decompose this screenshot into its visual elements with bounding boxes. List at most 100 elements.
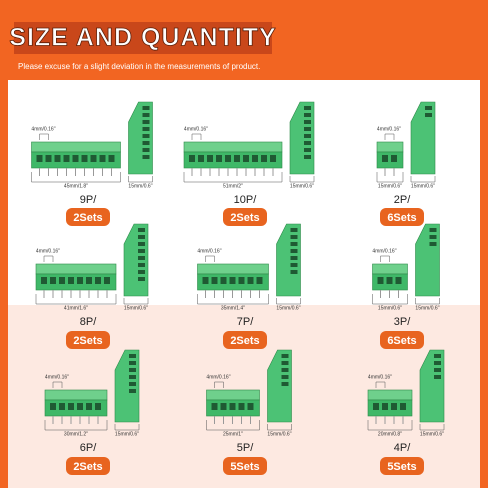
height-line <box>114 424 140 431</box>
sets-label: 5Sets <box>230 461 259 473</box>
pin-count: 5P/ <box>237 442 254 454</box>
title-box <box>14 22 272 54</box>
screw-slot <box>270 155 276 162</box>
screw-slot <box>68 277 74 284</box>
screw-slot <box>395 277 402 284</box>
pitch-label: 4mm/0.16'' <box>45 374 69 380</box>
width-line <box>35 294 117 305</box>
side-slot <box>281 382 289 386</box>
width-line <box>372 294 408 305</box>
sets-label: 2Sets <box>73 212 102 224</box>
screw-slot <box>243 155 249 162</box>
sets-pill <box>380 331 424 349</box>
side-slot <box>281 361 289 365</box>
screw-slot <box>256 277 263 284</box>
side-slot <box>129 368 136 372</box>
side-slot <box>138 277 145 281</box>
screw-slot <box>229 277 236 284</box>
side-slot <box>142 127 150 131</box>
pitch-label: 4mm/0.16'' <box>184 126 208 132</box>
screw-slot <box>261 155 267 162</box>
pitch-bracket <box>191 133 202 140</box>
width-line <box>183 172 283 183</box>
width-line <box>376 172 404 183</box>
side-slot <box>129 375 136 379</box>
height-label: 15mm/0.6'' <box>267 431 291 437</box>
sets-pill <box>66 331 110 349</box>
screw-slot <box>220 277 227 284</box>
side-slot <box>429 228 437 232</box>
width-line <box>197 294 269 305</box>
width-label: 15mm/0.6'' <box>378 305 402 311</box>
pitch-label: 4mm/0.16'' <box>206 374 230 380</box>
side-slot <box>290 256 298 260</box>
screw-slot <box>189 155 195 162</box>
screw-slot <box>99 155 106 162</box>
side-slot <box>304 141 311 145</box>
width-label: 51mm/2'' <box>223 183 243 189</box>
sets-pill <box>223 208 267 226</box>
width-line <box>367 420 413 431</box>
side-slot <box>142 148 150 152</box>
side-slot <box>429 235 437 239</box>
connector-top <box>183 141 283 153</box>
side-slot <box>304 106 311 110</box>
width-label: 30mm/1.2'' <box>64 431 88 437</box>
pitch-bracket <box>384 133 395 140</box>
screw-slot <box>207 155 213 162</box>
sets-label: 6Sets <box>387 212 416 224</box>
screw-slot <box>216 155 222 162</box>
screw-slot <box>41 277 47 284</box>
side-slot <box>290 235 298 239</box>
side-slot <box>425 113 432 117</box>
side-slot <box>142 141 150 145</box>
side-slot <box>304 148 311 152</box>
screw-slot <box>238 277 245 284</box>
side-slot <box>429 242 437 246</box>
connector-top <box>206 389 260 401</box>
side-slot <box>129 361 136 365</box>
screw-slot <box>373 403 379 410</box>
side-slot <box>434 354 441 358</box>
height-label: 15mm/0.6'' <box>115 431 139 437</box>
side-slot <box>434 375 441 379</box>
pin-count: 7P/ <box>237 316 254 328</box>
side-slot <box>138 263 145 267</box>
height-line <box>410 176 436 183</box>
screw-slot <box>50 403 56 410</box>
height-line <box>276 298 301 305</box>
sets-pill <box>223 331 267 349</box>
height-line <box>419 424 445 431</box>
sets-pill <box>66 457 110 475</box>
title: SIZE AND QUANTITY <box>9 24 276 52</box>
pin-count: 4P/ <box>394 442 411 454</box>
side-slot <box>142 155 150 159</box>
side-slot <box>290 249 298 253</box>
width-label: 25mm/1'' <box>223 431 243 437</box>
screw-slot <box>229 403 236 410</box>
side-slot <box>138 249 145 253</box>
screw-slot <box>68 403 74 410</box>
screw-slot <box>63 155 70 162</box>
height-line <box>415 298 440 305</box>
sets-pill <box>223 457 267 475</box>
side-slot <box>290 270 298 274</box>
height-label: 15mm/0.6'' <box>290 183 314 189</box>
screw-slot <box>72 155 79 162</box>
screw-slot <box>198 155 204 162</box>
side-slot <box>281 375 289 379</box>
height-line <box>128 176 153 183</box>
connector-top <box>35 263 117 275</box>
width-line <box>206 420 260 431</box>
pitch-label: 4mm/0.16'' <box>36 248 60 254</box>
side-slot <box>304 127 311 131</box>
connector-top <box>376 141 404 153</box>
side-slot <box>434 368 441 372</box>
connector-top <box>367 389 413 401</box>
screw-slot <box>50 277 56 284</box>
height-label: 15mm/0.6'' <box>124 305 148 311</box>
pitch-bracket <box>375 381 386 388</box>
side-slot <box>142 106 150 110</box>
screw-slot <box>95 277 101 284</box>
